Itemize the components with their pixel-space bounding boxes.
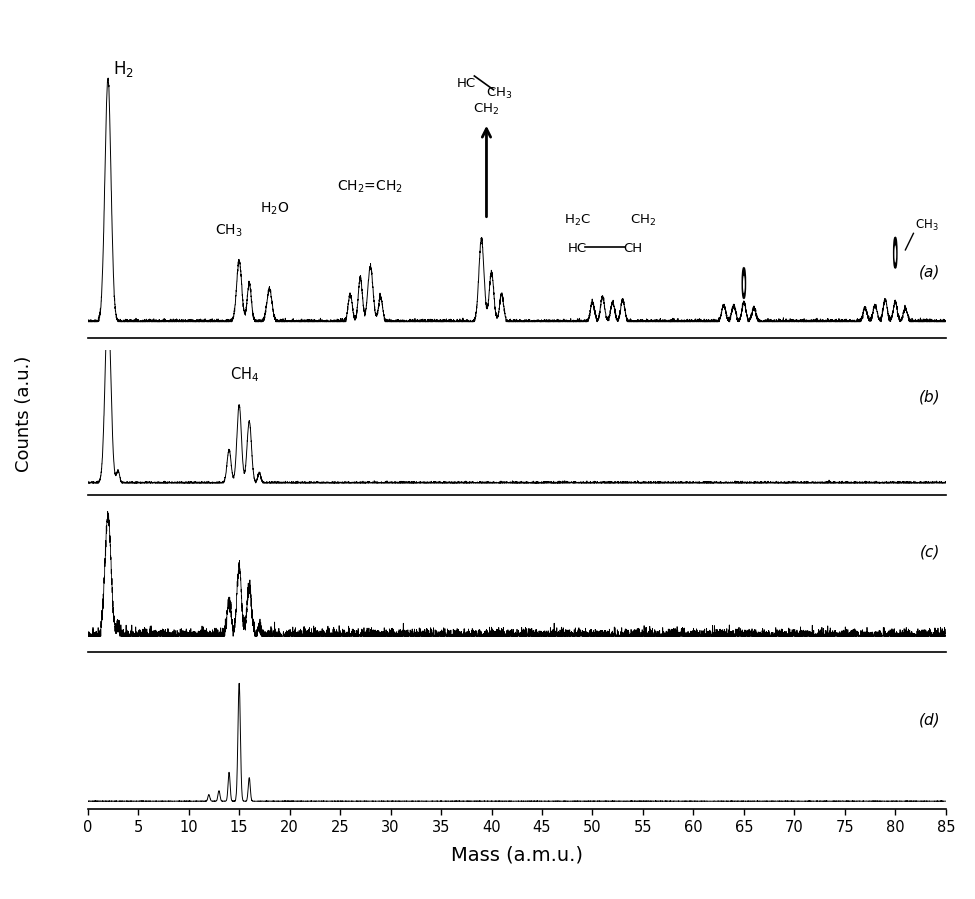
- Text: (d): (d): [919, 712, 941, 727]
- Ellipse shape: [894, 245, 896, 263]
- Text: (a): (a): [919, 264, 941, 280]
- Text: CH$_3$: CH$_3$: [916, 218, 939, 234]
- Text: H$_2$C: H$_2$C: [564, 213, 591, 227]
- Text: HC: HC: [456, 76, 476, 90]
- Text: CH: CH: [623, 243, 643, 255]
- Text: CH$_2$: CH$_2$: [630, 213, 656, 227]
- Text: H$_2$: H$_2$: [113, 59, 134, 79]
- Text: (b): (b): [919, 389, 941, 405]
- Text: CH$_3$: CH$_3$: [487, 85, 513, 101]
- Text: CH$_4$: CH$_4$: [229, 366, 258, 385]
- Ellipse shape: [743, 268, 745, 298]
- Text: $\mathrm{CH_2}$: $\mathrm{CH_2}$: [473, 102, 499, 118]
- Text: CH$_3$: CH$_3$: [215, 222, 243, 239]
- Ellipse shape: [894, 237, 897, 268]
- Text: HC: HC: [567, 243, 587, 255]
- Text: H$_2$O: H$_2$O: [260, 200, 290, 217]
- Text: (c): (c): [920, 545, 941, 560]
- Text: Counts (a.u.): Counts (a.u.): [16, 355, 33, 472]
- X-axis label: Mass (a.m.u.): Mass (a.m.u.): [450, 846, 583, 865]
- Text: CH$_2$=CH$_2$: CH$_2$=CH$_2$: [337, 178, 404, 195]
- Ellipse shape: [743, 276, 745, 293]
